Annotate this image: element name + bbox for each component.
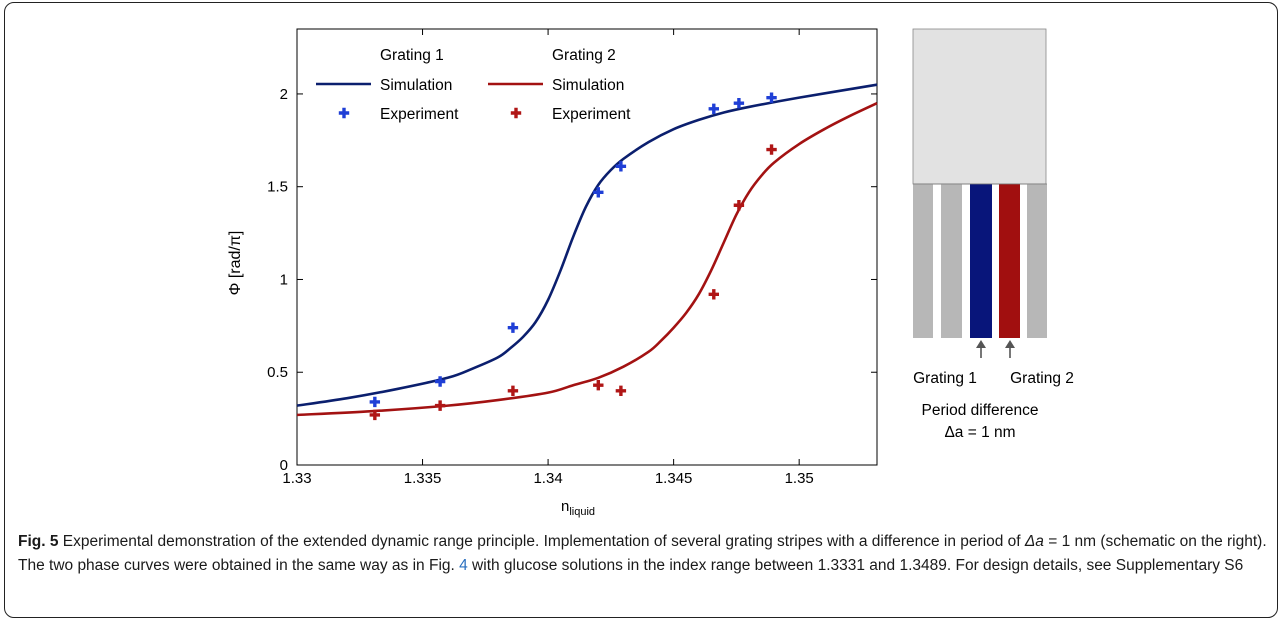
x-axis-label-subscript: liquid (569, 506, 595, 518)
grating-2-experiment-point (615, 385, 627, 396)
phase-chart: 1.33 1.335 1.34 1.345 1.35 0 0.5 1 1.5 2 Φ [rad/π… (227, 28, 1074, 518)
grating-1-legend-experiment-label: Experiment (380, 106, 459, 123)
caption-text-1: Experimental demonstration of the extend… (62, 533, 1025, 550)
grating-2-experiment-point (434, 400, 446, 411)
delta-a-label: Δa = 1 nm (944, 424, 1015, 441)
y-tick-label: 0 (280, 457, 288, 474)
x-axis-label-main: n (561, 498, 569, 515)
grating-2-stripe (999, 184, 1020, 338)
grating-1-legend-simulation-label: Simulation (380, 77, 452, 94)
x-axis-label: nliquid (561, 498, 595, 518)
grating-2-experiment-point (733, 200, 745, 211)
y-axis-label: Φ [rad/π] (227, 231, 244, 296)
figure-frame (4, 2, 1278, 618)
x-tick-label: 1.35 (785, 470, 814, 487)
grating-stripe (941, 184, 962, 338)
x-tick-label: 1.34 (533, 470, 562, 487)
caption-delta-a: Δa (1024, 533, 1044, 550)
grating-2-experiment-point (593, 380, 604, 391)
waveguide-block (912, 28, 1047, 185)
grating-schematic: Grating 1 Grating 2 Period difference Δa… (912, 28, 1074, 441)
grating-2-legend-marker-swatch (510, 107, 522, 119)
period-difference-label: Period difference (922, 402, 1039, 419)
x-tick-label: 1.345 (655, 470, 693, 487)
grating-1-experiment-point (593, 187, 604, 198)
grating-1-label: Grating 1 (913, 370, 977, 387)
grating-2-legend-title: Grating 2 (552, 47, 616, 64)
grating-1-experiment-point (766, 92, 777, 103)
y-tick-label: 1 (280, 271, 288, 288)
grating-1-stripe (970, 184, 992, 338)
y-tick-label: 0.5 (267, 364, 288, 381)
grating-1-simulation-line (296, 83, 878, 407)
grating-1-experiment-point (369, 396, 381, 408)
caption-text-2: = 1 nm (schematic on the right). The two… (18, 533, 1267, 574)
grating-1-arrow (976, 340, 986, 358)
grating-stripe (913, 184, 933, 338)
grating-2-simulation-line (296, 102, 878, 417)
y-tick-label: 2 (280, 86, 288, 103)
grating-1-experiment-point (434, 376, 446, 387)
legend: Grating 1 Simulation Experiment Grating 2 Si… (316, 47, 631, 123)
figure-reference-link[interactable]: 4 (459, 557, 468, 574)
grating-2-experiment-point (708, 289, 719, 300)
grating-1-experiment-point (708, 103, 719, 114)
grating-2-experiment-point (766, 144, 777, 155)
grating-1-legend-marker-swatch (338, 107, 350, 119)
grating-1-experiment-point (507, 322, 519, 333)
figure-caption: Fig. 5 Experimental demonstration of the… (18, 530, 1273, 578)
grating-stripe (1027, 184, 1047, 338)
figure-label: Fig. 5 (18, 533, 59, 550)
grating-2-arrow (1005, 340, 1015, 358)
grating-2-label: Grating 2 (1010, 370, 1074, 387)
x-tick-label: 1.33 (282, 470, 311, 487)
grating-2-legend-experiment-label: Experiment (552, 106, 631, 123)
plot-area-frame (296, 28, 878, 466)
grating-1-experiment-point (733, 98, 745, 109)
grating-2-experiment-point (369, 409, 381, 421)
x-tick-label: 1.335 (404, 470, 442, 487)
grating-2-legend-simulation-label: Simulation (552, 77, 624, 94)
grating-1-legend-title: Grating 1 (380, 47, 444, 64)
y-tick-label: 1.5 (267, 179, 288, 196)
grating-2-experiment-point (507, 385, 519, 396)
caption-text-3: with glucose solutions in the index rang… (467, 557, 1244, 574)
grating-1-experiment-point (615, 161, 627, 172)
